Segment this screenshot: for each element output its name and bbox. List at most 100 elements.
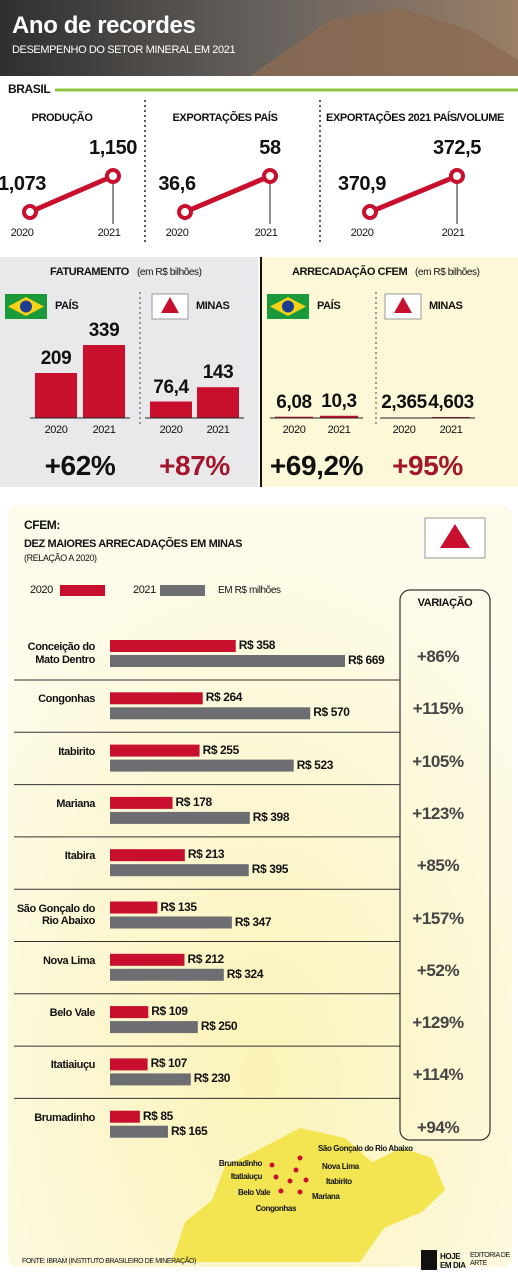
bar — [110, 1110, 140, 1123]
variation-label: +123% — [412, 803, 464, 823]
group-label: MINAS — [196, 300, 230, 312]
point — [177, 204, 193, 220]
category-label: Itabirito — [58, 745, 95, 758]
x-tick-label: 2021 — [439, 424, 463, 436]
map-label: São Gonçalo do Rio Abaixo — [318, 1144, 413, 1153]
flag-triangle — [440, 524, 470, 548]
point — [22, 204, 38, 220]
value-label: R$ 255 — [202, 742, 240, 757]
value-label: R$ 165 — [170, 1123, 208, 1138]
category-label: Mariana — [56, 797, 95, 810]
variation-label: +94% — [416, 1117, 460, 1137]
variation-box — [399, 589, 491, 1141]
bar — [110, 655, 345, 667]
group-label: MINAS — [429, 300, 463, 312]
category-label: Itabira — [64, 850, 96, 863]
x-tick-label: 2020 — [282, 424, 306, 436]
bar — [35, 372, 77, 418]
category-label: Belo Vale — [49, 1007, 96, 1020]
value-label: R$ 264 — [205, 690, 243, 705]
bar — [110, 692, 203, 705]
credit: EDITORIA DE ARTE — [470, 1252, 510, 1268]
bar — [110, 968, 224, 981]
change-label: +87% — [159, 450, 230, 481]
bar — [110, 744, 200, 757]
bar — [275, 416, 313, 418]
x-tick-label: 2020 — [392, 424, 416, 436]
bar — [110, 916, 232, 929]
bar — [110, 796, 173, 809]
bar — [150, 401, 192, 418]
value-label: 4,603 — [428, 392, 474, 413]
x-tick-label: 2020 — [165, 227, 189, 239]
group-label: PAÍS — [55, 300, 79, 312]
map-minas — [172, 1128, 445, 1262]
map-label: Itatiaiuçu — [230, 1172, 263, 1181]
unit-label: EM R$ milhões — [218, 585, 281, 596]
value-label: R$ 212 — [187, 951, 224, 966]
map-label: Congonhas — [255, 1204, 297, 1213]
value-label: 1,073 — [0, 173, 47, 195]
value-label: 143 — [202, 362, 234, 384]
bar — [320, 415, 358, 418]
value-label: 58 — [259, 137, 281, 159]
variation-label: +115% — [412, 699, 464, 719]
x-tick-label: 2020 — [159, 424, 183, 436]
chart-subtitle: DEZ MAIORES ARRECADAÇÕES EM MINAS — [24, 538, 243, 550]
x-tick-label: 2021 — [92, 424, 116, 436]
bar — [83, 345, 125, 418]
x-tick-label: 2020 — [44, 424, 68, 436]
bar — [110, 811, 250, 824]
variation-label: +114% — [412, 1065, 464, 1085]
value-label: R$ 570 — [313, 705, 350, 720]
value-label: R$ 250 — [200, 1019, 238, 1034]
flag-triangle — [161, 297, 179, 313]
value-label: 1,150 — [88, 137, 138, 159]
x-tick-label: 2020 — [350, 227, 374, 239]
value-label: R$ 109 — [151, 1004, 188, 1019]
value-label: R$ 669 — [348, 653, 385, 667]
value-label: R$ 230 — [193, 1071, 231, 1086]
category-label: Nova Lima — [42, 954, 95, 967]
category-label: São Gonçalo do Rio Abaixo — [16, 902, 96, 928]
variation-label: +52% — [416, 960, 460, 980]
bar — [197, 387, 239, 418]
group-label: PAÍS — [317, 300, 341, 312]
value-label: R$ 347 — [234, 914, 272, 929]
flag-globe — [20, 300, 32, 313]
point — [262, 168, 278, 184]
subtitle: DESEMPENHO DO SETOR MINERAL EM 2021 — [12, 44, 236, 56]
legend-swatch — [60, 585, 105, 596]
value-label: 209 — [40, 347, 72, 369]
variation-label: +157% — [412, 908, 464, 928]
ore-pile — [250, 8, 518, 76]
chart-title: ARRECADAÇÃO CFEM — [292, 266, 408, 278]
change-label: +69,2% — [269, 450, 364, 481]
logo: HOJE EM DIA — [440, 1252, 466, 1271]
bar — [110, 901, 158, 914]
category-label: Conceição do Mato Dentro — [27, 641, 96, 666]
trend-line — [29, 173, 114, 215]
variation-label: +85% — [416, 856, 460, 876]
value-label: 370,9 — [337, 173, 387, 195]
legend-label: 2020 — [30, 584, 53, 596]
map-dots — [269, 1155, 309, 1195]
bar — [110, 1021, 198, 1034]
value-label: 6,08 — [276, 391, 312, 413]
trend-line — [184, 173, 271, 215]
bar — [110, 1006, 149, 1019]
value-label: R$ 395 — [251, 862, 289, 877]
value-label: R$ 358 — [238, 638, 276, 652]
chart-title: FATURAMENTO — [50, 266, 129, 278]
trend-line — [369, 173, 458, 215]
category-label: Brumadinho — [34, 1111, 95, 1124]
category-label: Itatiaiuçu — [50, 1059, 96, 1072]
logo-mark — [421, 1250, 437, 1270]
x-tick-label: 2021 — [327, 424, 351, 436]
bar — [110, 640, 236, 652]
value-label: R$ 135 — [160, 899, 197, 914]
value-label: R$ 85 — [142, 1108, 173, 1123]
value-label: 2,365 — [381, 392, 427, 414]
flag-globe — [282, 300, 294, 313]
